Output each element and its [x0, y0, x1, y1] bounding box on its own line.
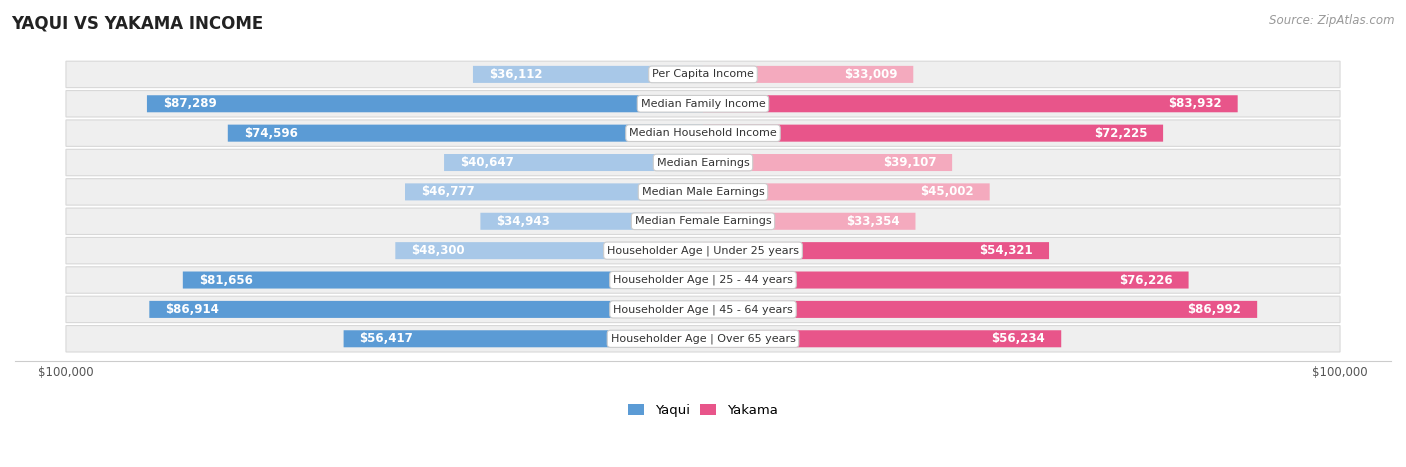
FancyBboxPatch shape	[405, 184, 703, 200]
FancyBboxPatch shape	[703, 242, 1049, 259]
Text: Median Female Earnings: Median Female Earnings	[634, 216, 772, 226]
FancyBboxPatch shape	[66, 61, 1340, 88]
Text: $45,002: $45,002	[920, 185, 974, 198]
Text: $83,932: $83,932	[1168, 97, 1222, 110]
FancyBboxPatch shape	[66, 208, 1340, 234]
Text: Median Family Income: Median Family Income	[641, 99, 765, 109]
FancyBboxPatch shape	[66, 91, 1340, 117]
Text: Householder Age | 45 - 64 years: Householder Age | 45 - 64 years	[613, 304, 793, 315]
FancyBboxPatch shape	[66, 179, 1340, 205]
FancyBboxPatch shape	[703, 184, 990, 200]
FancyBboxPatch shape	[228, 125, 703, 142]
FancyBboxPatch shape	[703, 154, 952, 171]
Text: $54,321: $54,321	[980, 244, 1033, 257]
Text: $72,225: $72,225	[1094, 127, 1147, 140]
Text: $56,417: $56,417	[360, 333, 413, 345]
Text: $86,914: $86,914	[166, 303, 219, 316]
FancyBboxPatch shape	[703, 213, 915, 230]
FancyBboxPatch shape	[703, 330, 1062, 347]
Text: Householder Age | 25 - 44 years: Householder Age | 25 - 44 years	[613, 275, 793, 285]
FancyBboxPatch shape	[395, 242, 703, 259]
FancyBboxPatch shape	[703, 301, 1257, 318]
FancyBboxPatch shape	[66, 120, 1340, 146]
Text: $74,596: $74,596	[243, 127, 298, 140]
FancyBboxPatch shape	[703, 95, 1237, 112]
FancyBboxPatch shape	[703, 125, 1163, 142]
Text: $56,234: $56,234	[991, 333, 1045, 345]
Text: Median Earnings: Median Earnings	[657, 157, 749, 168]
Text: Median Male Earnings: Median Male Earnings	[641, 187, 765, 197]
FancyBboxPatch shape	[183, 271, 703, 289]
Text: $39,107: $39,107	[883, 156, 936, 169]
FancyBboxPatch shape	[66, 149, 1340, 176]
Text: $33,009: $33,009	[844, 68, 897, 81]
FancyBboxPatch shape	[66, 267, 1340, 293]
Text: $46,777: $46,777	[420, 185, 475, 198]
FancyBboxPatch shape	[472, 66, 703, 83]
Text: Householder Age | Under 25 years: Householder Age | Under 25 years	[607, 245, 799, 256]
Text: $40,647: $40,647	[460, 156, 513, 169]
Legend: Yaqui, Yakama: Yaqui, Yakama	[623, 398, 783, 422]
Text: YAQUI VS YAKAMA INCOME: YAQUI VS YAKAMA INCOME	[11, 14, 263, 32]
Text: Median Household Income: Median Household Income	[628, 128, 778, 138]
Text: $34,943: $34,943	[496, 215, 550, 228]
Text: Per Capita Income: Per Capita Income	[652, 70, 754, 79]
FancyBboxPatch shape	[481, 213, 703, 230]
FancyBboxPatch shape	[149, 301, 703, 318]
Text: $86,992: $86,992	[1188, 303, 1241, 316]
Text: $87,289: $87,289	[163, 97, 217, 110]
Text: $76,226: $76,226	[1119, 274, 1173, 287]
Text: $81,656: $81,656	[198, 274, 253, 287]
FancyBboxPatch shape	[66, 296, 1340, 323]
Text: $33,354: $33,354	[846, 215, 900, 228]
Text: $48,300: $48,300	[411, 244, 465, 257]
Text: $36,112: $36,112	[489, 68, 543, 81]
FancyBboxPatch shape	[444, 154, 703, 171]
FancyBboxPatch shape	[148, 95, 703, 112]
FancyBboxPatch shape	[66, 237, 1340, 264]
Text: Source: ZipAtlas.com: Source: ZipAtlas.com	[1270, 14, 1395, 27]
FancyBboxPatch shape	[703, 66, 914, 83]
FancyBboxPatch shape	[66, 325, 1340, 352]
FancyBboxPatch shape	[343, 330, 703, 347]
FancyBboxPatch shape	[703, 271, 1188, 289]
Text: Householder Age | Over 65 years: Householder Age | Over 65 years	[610, 333, 796, 344]
